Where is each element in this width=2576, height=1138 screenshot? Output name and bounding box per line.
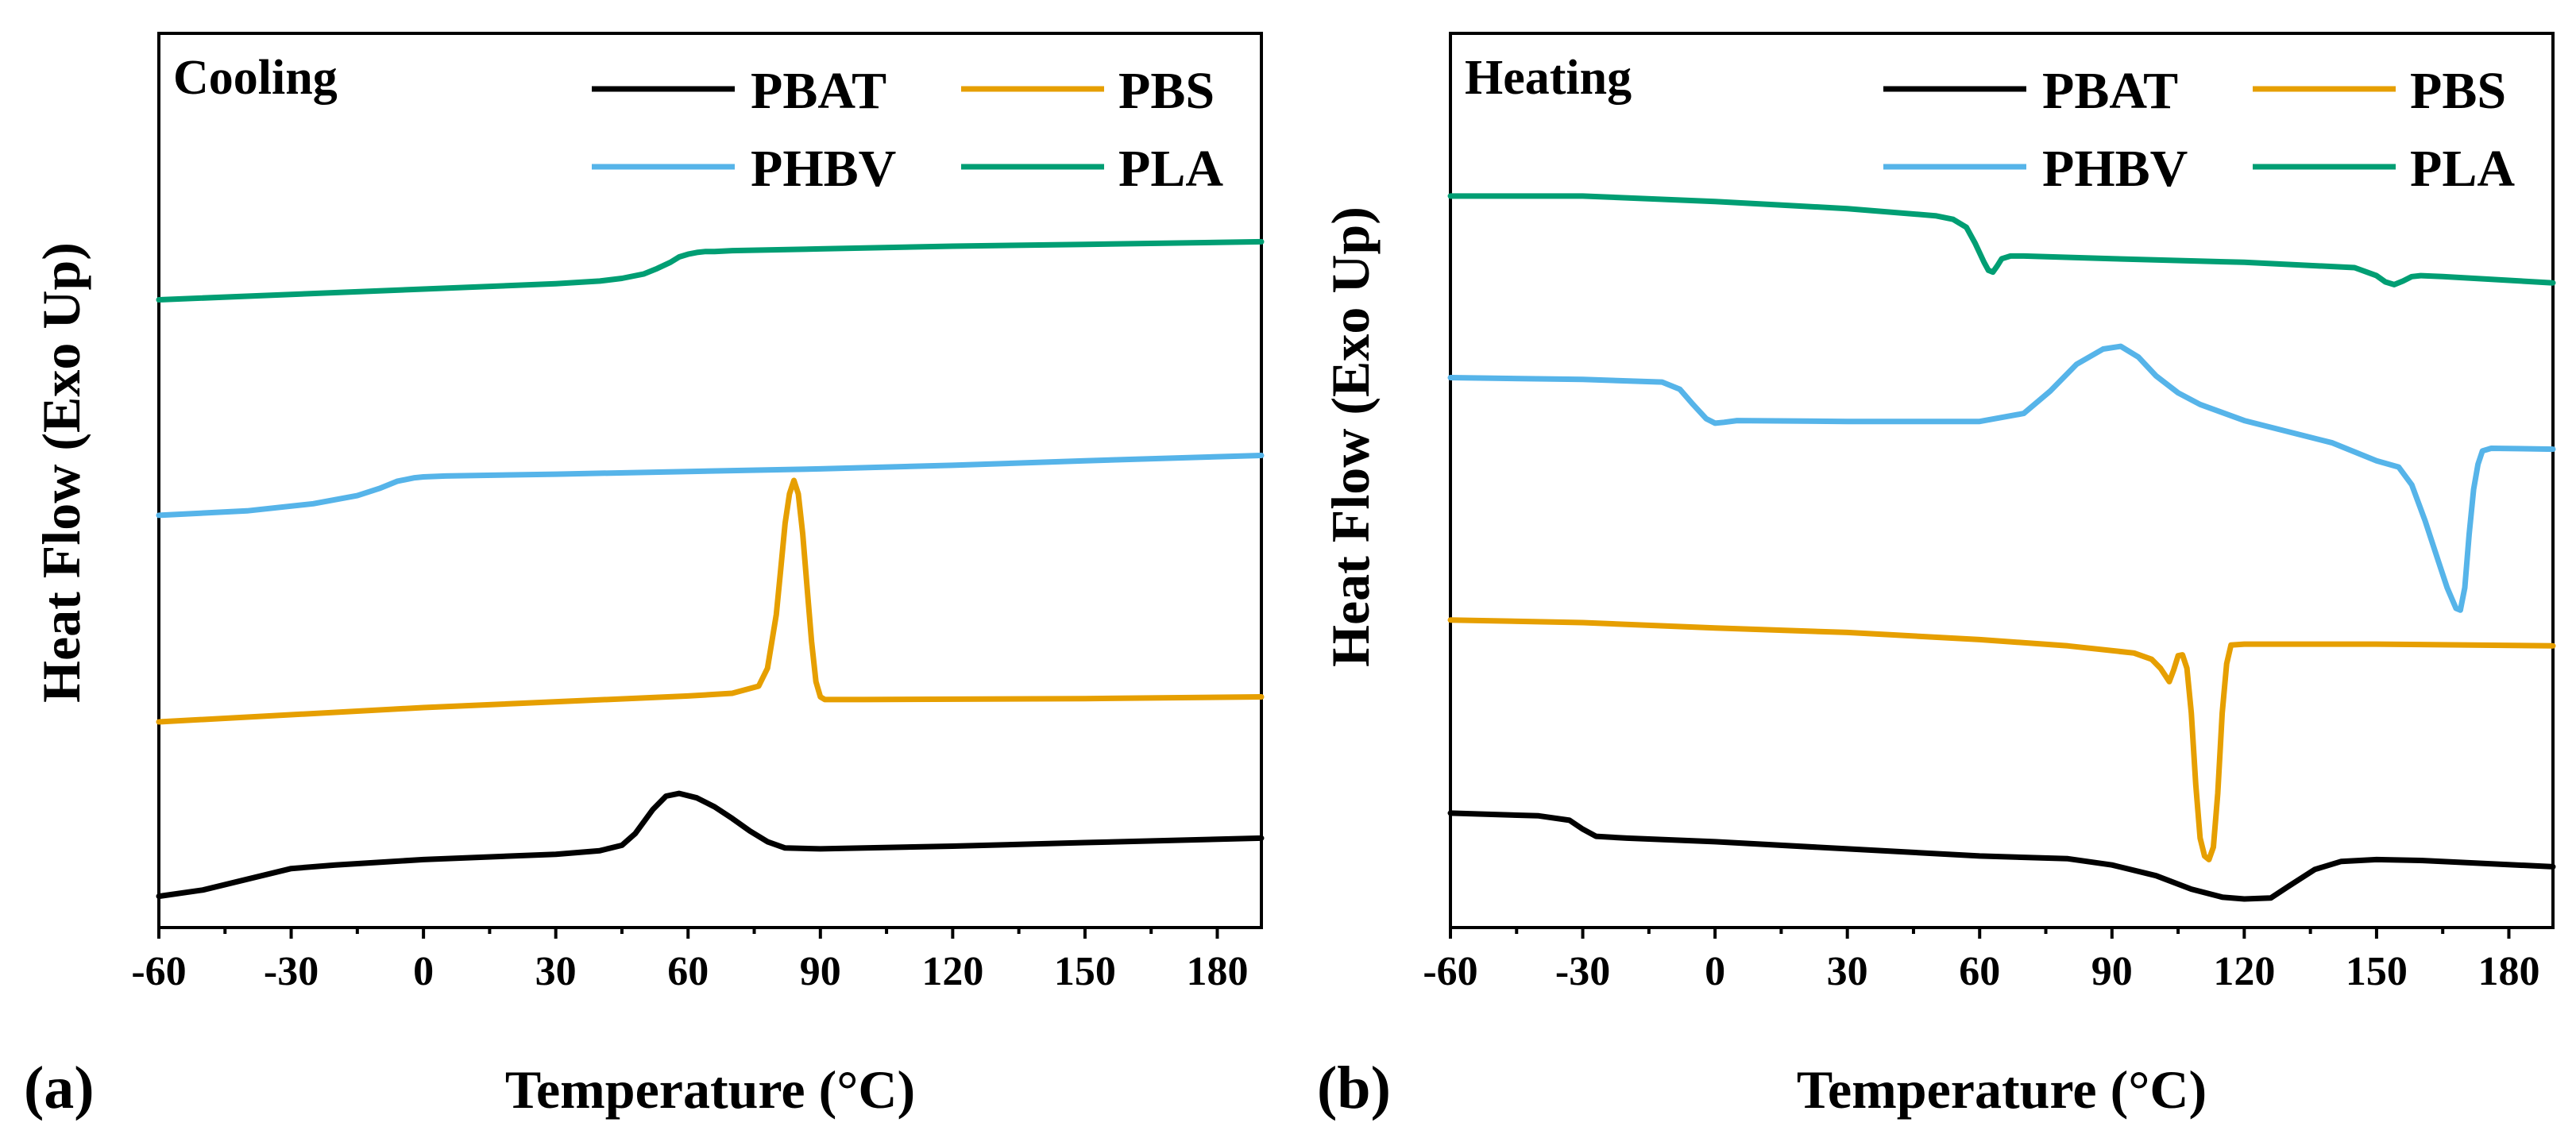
y-axis-title-a: Heat Flow (Exo Up): [31, 242, 91, 703]
curve-pbs-a: [156, 477, 1265, 725]
x-tick-label: 30: [1827, 949, 1868, 994]
x-tick-label: -30: [1555, 949, 1610, 994]
curve-pbat-b: [1447, 810, 2556, 902]
x-tick-label: -60: [131, 949, 186, 994]
x-tick-label: 60: [667, 949, 709, 994]
legend-b: PBAT PBS PHBV PLA: [1883, 62, 2515, 198]
x-ticks-b: -60 -30 0 30 60 90 120 150 180: [1423, 928, 2539, 994]
legend-label-phbv-b: PHBV: [2042, 140, 2188, 198]
panel-heating: Heat Flow (Exo Up) -60 -30 0 30 60 90 120 150 18…: [1317, 32, 2556, 1121]
x-tick-label: 30: [535, 949, 577, 994]
plot-frame-b: [1449, 32, 2555, 929]
legend-label-pla-b: PLA: [2410, 140, 2515, 198]
curve-phbv-a: [156, 453, 1265, 519]
plot-frame-a: [157, 32, 1263, 929]
x-tick-label: 120: [2213, 949, 2275, 994]
curve-phbv-b: [1447, 343, 2556, 613]
x-axis-title-b: Temperature (°C): [1797, 1059, 2207, 1120]
x-tick-label: 0: [1705, 949, 1725, 994]
panel-label-a: (a): [24, 1055, 95, 1121]
panel-label-b: (b): [1317, 1055, 1391, 1121]
y-axis-title-b: Heat Flow (Exo Up): [1320, 206, 1381, 667]
curve-pbs-b: [1447, 617, 2556, 862]
legend-label-pbat-b: PBAT: [2042, 62, 2178, 120]
legend-label-pbs-a: PBS: [1118, 62, 1215, 120]
x-ticks-a: -60 -30 0 30 60 90 120 150 180: [131, 928, 1248, 994]
x-tick-label: 180: [1186, 949, 1248, 994]
x-tick-label: 120: [921, 949, 983, 994]
x-axis-title-a: Temperature (°C): [505, 1059, 915, 1120]
legend-label-pla-a: PLA: [1118, 140, 1223, 198]
legend-label-pbs-b: PBS: [2410, 62, 2506, 120]
x-tick-label: -60: [1423, 949, 1477, 994]
legend-label-phbv-a: PHBV: [751, 140, 896, 198]
curves-b: [1447, 193, 2556, 902]
mode-label-heating: Heating: [1465, 51, 1632, 105]
x-tick-label: -30: [264, 949, 319, 994]
x-tick-label: 90: [2091, 949, 2133, 994]
x-tick-label: 150: [2346, 949, 2408, 994]
curve-pla-b: [1447, 193, 2556, 287]
curves-a: [156, 238, 1265, 900]
x-tick-label: 0: [413, 949, 434, 994]
curve-pla-a: [156, 238, 1265, 303]
x-tick-label: 180: [2478, 949, 2539, 994]
x-tick-label: 60: [1959, 949, 2000, 994]
x-tick-label: 150: [1054, 949, 1116, 994]
mode-label-cooling: Cooling: [173, 51, 338, 105]
legend-a: PBAT PBS PHBV PLA: [592, 62, 1223, 198]
legend-label-pbat-a: PBAT: [751, 62, 886, 120]
panel-cooling: Heat Flow (Exo Up) -60 -30 0 30 60 90 120 150 18…: [24, 32, 1265, 1121]
curve-pbat-a: [156, 790, 1265, 900]
x-tick-label: 90: [800, 949, 841, 994]
